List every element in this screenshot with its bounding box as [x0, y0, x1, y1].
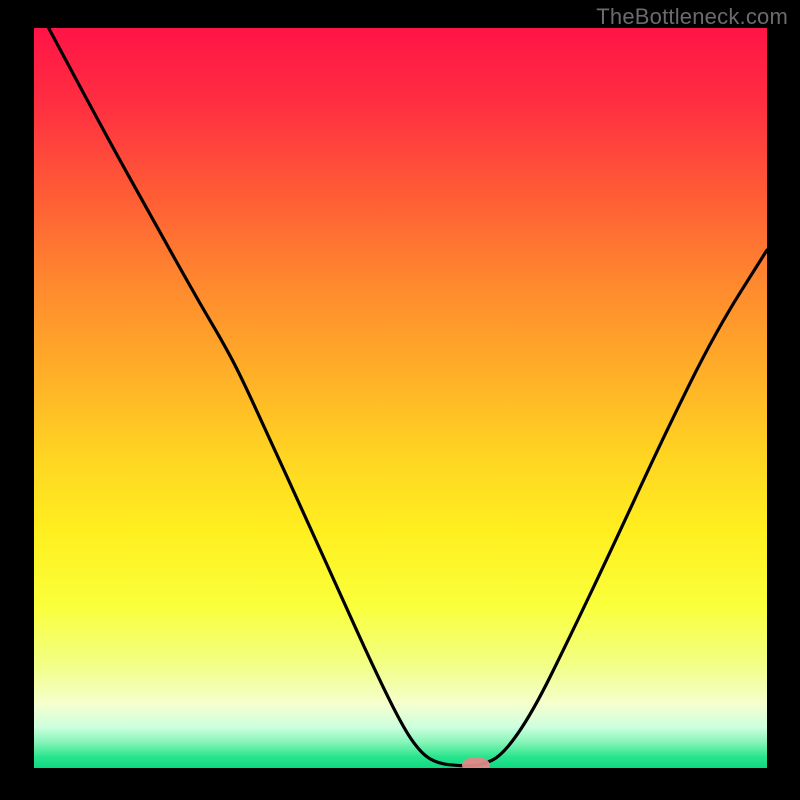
chart-container: TheBottleneck.com [0, 0, 800, 800]
bottleneck-chart [0, 0, 800, 800]
plot-background-gradient [34, 28, 767, 768]
watermark-text: TheBottleneck.com [596, 4, 788, 30]
